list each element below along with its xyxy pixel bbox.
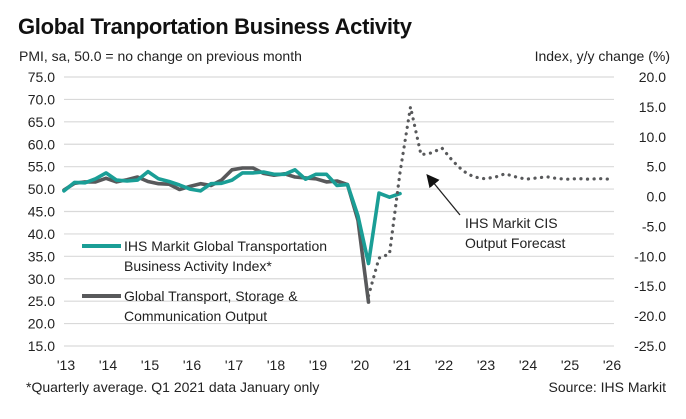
legend-label-tsc-output-line2: Communication Output — [124, 308, 267, 324]
right-tick-label: 15.0 — [639, 99, 666, 115]
right-tick-label: 0.0 — [647, 189, 667, 205]
right-tick-label: -20.0 — [634, 308, 666, 324]
left-tick-label: 20.0 — [28, 316, 55, 332]
legend-label-transport-pmi-line2: Business Activity Index* — [124, 258, 272, 274]
right-tick-label: -10.0 — [634, 248, 666, 264]
source-note: Source: IHS Markit — [548, 379, 666, 395]
left-tick-label: 70.0 — [28, 91, 55, 107]
x-tick-label: '26 — [603, 357, 621, 373]
left-tick-label: 55.0 — [28, 159, 55, 175]
x-tick-label: '21 — [393, 357, 411, 373]
right-tick-label: 20.0 — [639, 69, 666, 85]
gridlines — [64, 76, 614, 347]
right-tick-label: 10.0 — [639, 129, 666, 145]
left-tick-label: 35.0 — [28, 248, 55, 264]
left-tick-label: 50.0 — [28, 181, 55, 197]
x-tick-label: '13 — [57, 357, 75, 373]
left-tick-label: 65.0 — [28, 114, 55, 130]
forecast-annotation: IHS Markit CIS Output Forecast — [426, 173, 565, 251]
left-tick-label: 60.0 — [28, 136, 55, 152]
left-tick-label: 40.0 — [28, 226, 55, 242]
right-tick-label: 5.0 — [647, 159, 667, 175]
x-tick-label: '19 — [309, 357, 327, 373]
x-tick-label: '22 — [435, 357, 453, 373]
annotation-arrow — [426, 173, 461, 216]
x-tick-label: '17 — [225, 357, 243, 373]
legend-label-tsc-output-line1: Global Transport, Storage & — [124, 288, 298, 304]
x-tick-label: '20 — [351, 357, 369, 373]
series-layer — [62, 105, 612, 304]
footnote: *Quarterly average. Q1 2021 data January… — [26, 379, 320, 395]
series-tsc-output — [62, 166, 371, 304]
right-tick-label: -25.0 — [634, 338, 666, 354]
x-tick-label: '15 — [141, 357, 159, 373]
x-axis-ticks: '13 '14 '15 '16 '17 '18 '19 '20 '21 '22 '23 '24 '25 '… — [57, 357, 621, 373]
x-tick-label: '24 — [519, 357, 537, 373]
series-cis-forecast — [366, 105, 612, 298]
legend-label-transport-pmi-line1: IHS Markit Global Transportation — [124, 238, 327, 254]
x-tick-label: '18 — [267, 357, 285, 373]
right-axis-caption: Index, y/y change (%) — [534, 48, 670, 64]
annotation-text-line1: IHS Markit CIS — [465, 215, 558, 231]
chart-title: Global Tranportation Business Activity — [18, 14, 412, 39]
series-transport-pmi — [62, 168, 402, 266]
x-tick-label: '16 — [183, 357, 201, 373]
right-axis-ticks: -25.0 -20.0 -15.0 -10.0 -5.0 0.0 5.0 10.0 15.0 20… — [634, 69, 666, 354]
annotation-text-line2: Output Forecast — [465, 235, 565, 251]
right-tick-label: -15.0 — [634, 278, 666, 294]
left-tick-label: 25.0 — [28, 293, 55, 309]
right-tick-label: -5.0 — [642, 218, 666, 234]
left-axis-caption: PMI, sa, 50.0 = no change on previous mo… — [19, 48, 302, 64]
left-tick-label: 75.0 — [28, 69, 55, 85]
x-tick-label: '14 — [99, 357, 117, 373]
legend: IHS Markit Global Transportation Busines… — [82, 238, 327, 324]
left-tick-label: 30.0 — [28, 271, 55, 287]
left-tick-label: 15.0 — [28, 338, 55, 354]
left-axis-ticks: 15.0 20.0 25.0 30.0 35.0 40.0 45.0 50.0 55.0 60.0… — [28, 69, 55, 354]
x-tick-label: '23 — [477, 357, 495, 373]
x-tick-label: '25 — [561, 357, 579, 373]
left-tick-label: 45.0 — [28, 204, 55, 220]
